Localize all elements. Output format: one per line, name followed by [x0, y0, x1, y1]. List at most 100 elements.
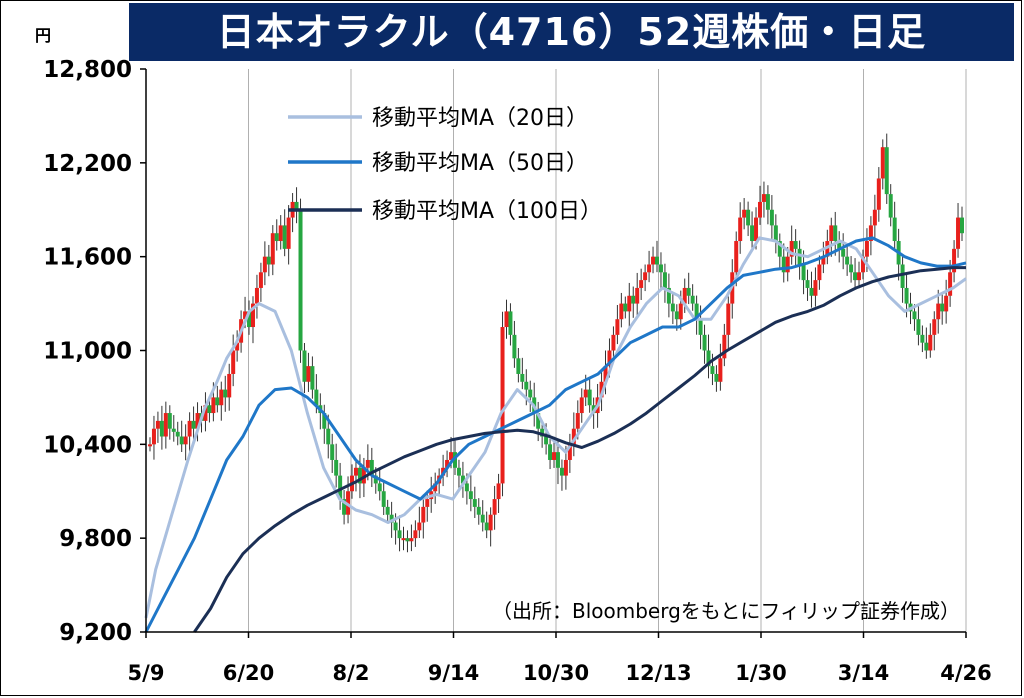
- candle-body: [385, 506, 390, 515]
- candle-body: [397, 530, 402, 539]
- legend-label-ma100: 移動平均MA（100日）: [372, 199, 602, 224]
- candle-body: [223, 389, 228, 398]
- candle-body: [492, 499, 497, 515]
- candle-body: [247, 311, 252, 328]
- candle-body: [231, 350, 236, 374]
- candle-body: [714, 373, 719, 382]
- candle-body: [278, 225, 283, 242]
- candle-body: [579, 397, 584, 414]
- candle-body: [488, 514, 493, 531]
- legend-label-ma20: 移動平均MA（20日）: [372, 106, 588, 131]
- candle-body: [282, 225, 287, 249]
- candle-body: [651, 256, 656, 265]
- candle-body: [504, 311, 509, 328]
- candle-body: [643, 272, 648, 281]
- candle-body: [449, 452, 454, 460]
- candle-body: [155, 420, 160, 429]
- candle-body: [496, 483, 501, 500]
- candle-body: [175, 431, 180, 437]
- candle-body: [211, 397, 216, 414]
- x-tick-label: 3/14: [838, 661, 890, 685]
- candle-body: [389, 514, 394, 523]
- candle-body: [853, 272, 858, 281]
- candle-body: [924, 342, 929, 351]
- candle-body: [920, 334, 925, 343]
- candle-body: [536, 413, 541, 429]
- candle-body: [306, 366, 311, 382]
- y-tick-label: 12,200: [43, 151, 132, 177]
- candle-body: [829, 225, 834, 242]
- candle-body: [159, 420, 164, 437]
- title-bar: 日本オラクル（4716）52週株価・日足: [129, 3, 1014, 61]
- candle-body: [298, 209, 303, 351]
- candle-body: [417, 522, 422, 531]
- candle-body: [785, 256, 790, 273]
- candle-body: [726, 303, 731, 335]
- candle-body: [294, 201, 299, 210]
- candle-body: [841, 248, 846, 257]
- candle-body: [413, 530, 418, 539]
- candle-body: [876, 178, 881, 210]
- candle-body: [619, 303, 624, 320]
- candle-body: [956, 217, 961, 249]
- chart-title: 日本オラクル（4716）52週株価・日足: [216, 10, 927, 54]
- y-tick-label: 9,800: [59, 526, 132, 552]
- candle-body: [500, 327, 505, 484]
- candle-body: [373, 475, 378, 484]
- candle-body: [892, 217, 897, 242]
- candle-body: [845, 256, 850, 265]
- candle-body: [552, 452, 557, 460]
- candle-body: [326, 428, 331, 445]
- candle-body: [837, 241, 842, 249]
- candle-body: [904, 287, 909, 304]
- candle-body: [940, 303, 945, 312]
- candle-body: [270, 233, 275, 265]
- candle-body: [468, 491, 473, 500]
- ma-line-ma100: [193, 266, 966, 633]
- candle-body: [520, 373, 525, 382]
- candle-body: [456, 467, 461, 476]
- candle-body: [734, 241, 739, 273]
- candle-body: [516, 358, 521, 374]
- candle-body: [686, 287, 691, 296]
- grid-lines: [248, 69, 967, 632]
- candle-body: [690, 295, 695, 304]
- candle-body: [484, 522, 489, 531]
- ma-line-ma20: [144, 236, 967, 619]
- candle-body: [555, 452, 560, 468]
- candle-body: [746, 209, 751, 226]
- candle-body: [809, 287, 814, 296]
- candle-body: [219, 389, 224, 406]
- candle-body: [607, 350, 612, 367]
- candle-body: [722, 334, 727, 359]
- candle-body: [540, 428, 545, 437]
- x-tick-label: 9/14: [428, 661, 480, 685]
- candle-body: [567, 444, 572, 460]
- candle-body: [849, 264, 854, 273]
- candle-body: [666, 287, 671, 304]
- candle-body: [250, 303, 255, 328]
- candle-body: [587, 389, 592, 406]
- legend: 移動平均MA（20日） 移動平均MA（50日） 移動平均MA（100日）: [288, 106, 602, 224]
- source-note: （出所：Bloombergをもとにフィリップ証券作成）: [492, 599, 960, 623]
- candle-body: [884, 147, 889, 195]
- candle-body: [377, 483, 382, 492]
- candle-body: [773, 225, 778, 242]
- candle-body: [369, 459, 374, 476]
- candle-body: [658, 264, 663, 273]
- candle-body: [801, 264, 806, 281]
- candle-body: [357, 467, 362, 484]
- candle-body: [480, 514, 485, 523]
- candle-body: [912, 311, 917, 320]
- candle-body: [187, 420, 192, 437]
- candle-body: [476, 506, 481, 515]
- candle-body: [833, 225, 838, 242]
- candle-body: [742, 209, 747, 218]
- candle-body: [445, 459, 450, 468]
- candle-body: [452, 452, 457, 468]
- candle-body: [860, 256, 865, 273]
- candle-body: [702, 334, 707, 351]
- candle-body: [393, 522, 398, 531]
